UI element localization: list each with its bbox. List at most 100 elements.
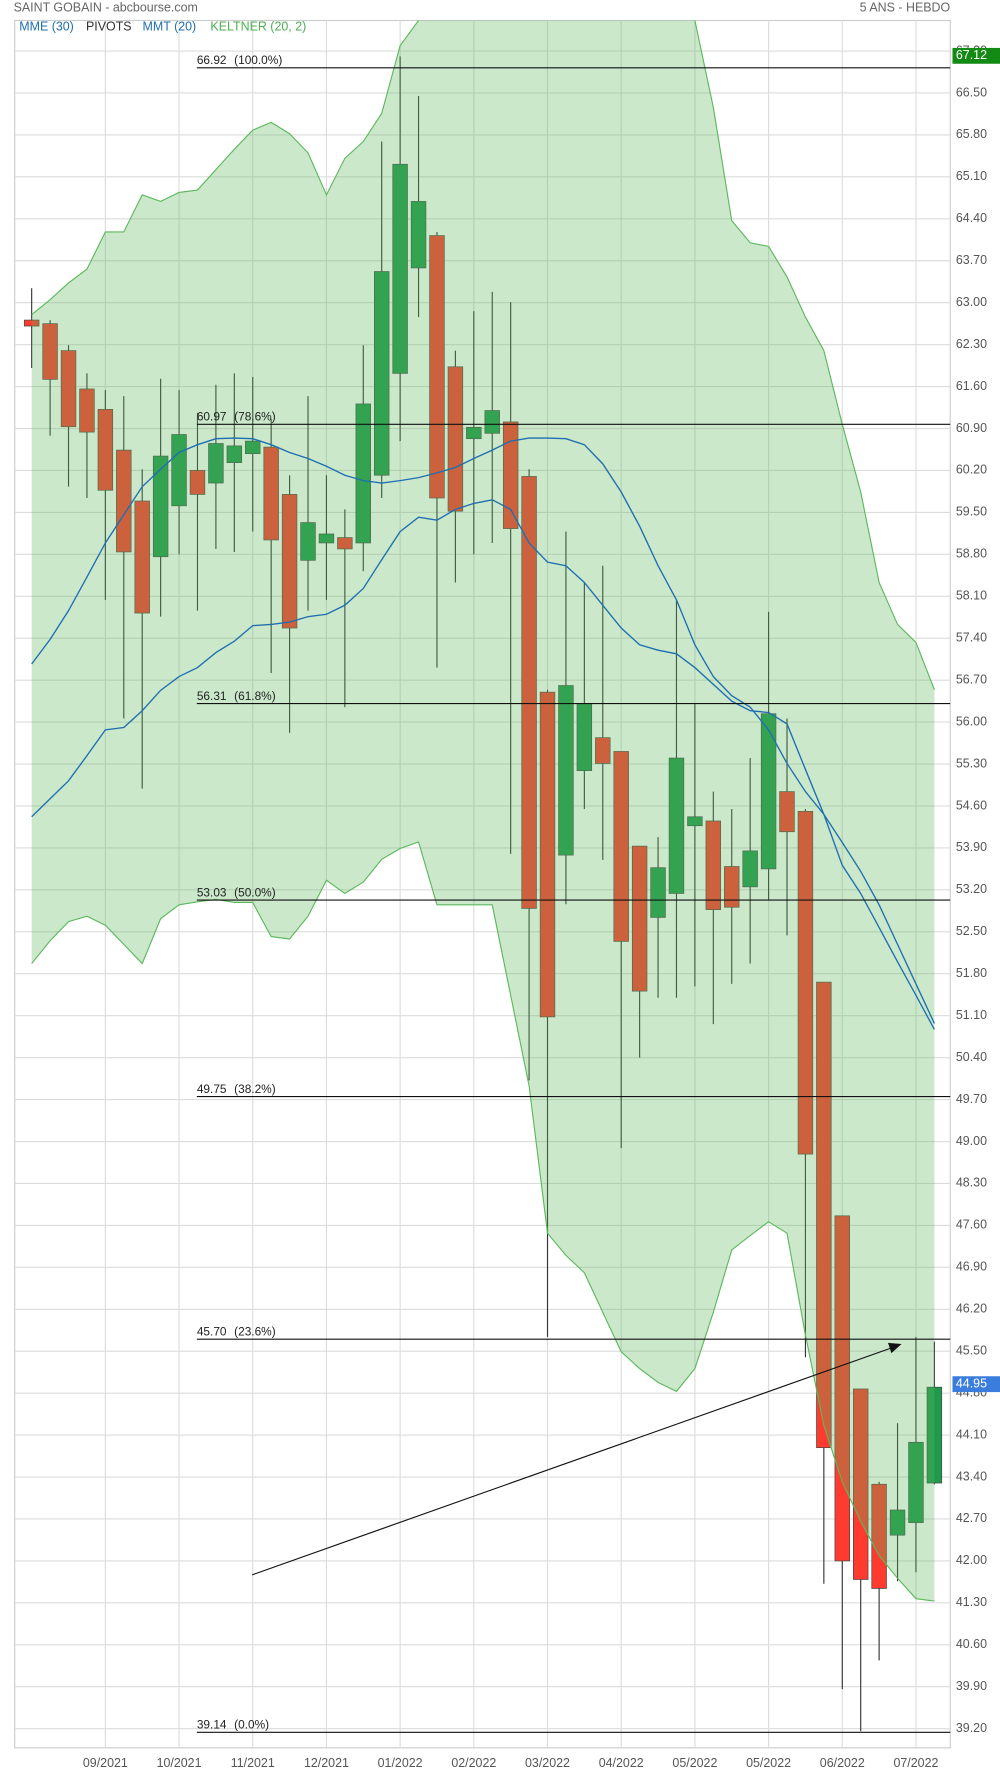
pivot-label: 66.92 <box>197 53 227 67</box>
y-tick-label: 46.20 <box>956 1302 987 1316</box>
candle-body <box>760 713 777 870</box>
pivot-label: 39.14 <box>197 1718 227 1732</box>
candle-body <box>466 426 482 440</box>
candle-body <box>687 816 703 827</box>
price-marker <box>952 1376 1000 1393</box>
y-tick-label: 58.10 <box>956 589 987 603</box>
candle-body <box>613 751 629 942</box>
legend-entry: MME (30) <box>19 20 74 34</box>
x-tick-label: 01/2022 <box>378 1756 423 1770</box>
y-tick-label: 58.80 <box>956 547 987 561</box>
x-tick-label: 05/2022 <box>746 1756 791 1770</box>
legend-entry: MMT (20) <box>143 20 197 34</box>
candle-body <box>521 476 537 909</box>
candles <box>23 56 943 1732</box>
candle-body <box>853 1388 869 1580</box>
candle-body <box>152 455 169 558</box>
x-tick-label: 11/2021 <box>231 1756 275 1770</box>
y-tick-label: 46.90 <box>956 1260 987 1274</box>
x-tick-label: 02/2022 <box>451 1756 496 1770</box>
y-tick-label: 39.20 <box>956 1721 987 1735</box>
candle-body <box>300 522 316 561</box>
candle-body <box>908 1441 924 1523</box>
candle-body <box>355 403 371 544</box>
candle-body <box>337 537 353 550</box>
y-tick-label: 47.60 <box>956 1218 987 1232</box>
candle-body <box>263 446 279 541</box>
candle-body <box>208 443 224 484</box>
overlays <box>31 437 936 1030</box>
pivot-label: 53.03 <box>197 885 227 899</box>
x-tick-label: 06/2022 <box>820 1756 865 1770</box>
candle-body <box>116 449 132 553</box>
candle-body <box>42 323 58 380</box>
x-tick-label: 03/2022 <box>525 1756 570 1770</box>
y-tick-label: 59.50 <box>956 505 987 519</box>
candle-body <box>245 440 261 455</box>
pivot-pct: (38.2%) <box>234 1082 276 1096</box>
candle-body <box>871 1483 887 1589</box>
y-tick-label: 39.90 <box>956 1679 987 1693</box>
y-tick-label: 42.70 <box>956 1511 987 1525</box>
y-tick-label: 61.60 <box>956 379 987 393</box>
candle-body <box>447 366 464 512</box>
candle-body <box>705 820 722 910</box>
candle-body <box>484 410 500 434</box>
y-tick-label: 40.60 <box>956 1637 987 1651</box>
chart-subtitle: 5 ANS - HEBDO <box>860 0 951 14</box>
candle-body <box>558 685 574 856</box>
pivot-label: 56.31 <box>197 689 227 703</box>
pivot-pct: (61.8%) <box>234 689 276 703</box>
candle-body <box>502 421 519 529</box>
price-marker-label: 44.95 <box>956 1376 987 1390</box>
x-tick-label: 12/2021 <box>304 1756 349 1770</box>
candle-body <box>60 350 77 428</box>
y-tick-label: 44.10 <box>956 1427 987 1441</box>
candle-body <box>97 408 114 491</box>
y-tick-label: 51.80 <box>956 966 987 980</box>
candle-body <box>79 388 95 433</box>
moving-average <box>31 437 936 1024</box>
candle-body <box>926 1386 943 1484</box>
pivot-pct: (23.6%) <box>234 1325 276 1339</box>
candle-body <box>834 1215 850 1562</box>
trend-arrow <box>252 1344 900 1576</box>
y-tick-label: 66.50 <box>956 85 987 99</box>
y-tick-label: 51.10 <box>956 1008 987 1022</box>
pivot-label: 45.70 <box>197 1325 227 1339</box>
y-tick-label: 55.30 <box>956 756 987 770</box>
y-tick-label: 57.40 <box>956 630 987 644</box>
candle-body <box>410 201 427 269</box>
y-tick-label: 49.00 <box>956 1134 987 1148</box>
y-tick-label: 65.80 <box>956 127 987 141</box>
y-tick-label: 64.40 <box>956 211 987 225</box>
keltner-line <box>31 841 935 1602</box>
y-tick-label: 53.90 <box>956 840 987 854</box>
candle-body <box>539 691 556 1018</box>
candle-body <box>779 791 795 833</box>
plot-area <box>14 19 951 1749</box>
legend-entry: PIVOTS <box>86 20 132 34</box>
chart-title: SAINT GOBAIN - abcbourse.com <box>14 0 198 14</box>
y-tick-label: 62.30 <box>956 337 987 351</box>
pivots: 66.92 (100.0%) 60.97 (78.6%) 56.31 (61.8%) 53.… <box>197 53 951 1733</box>
candle-body <box>23 319 40 327</box>
pivot-pct: (100.0%) <box>234 53 282 67</box>
candle-body <box>134 500 150 614</box>
arrow-head <box>888 1342 902 1354</box>
candle-body <box>318 533 335 544</box>
keltner-area <box>31 20 935 1602</box>
candle-body <box>724 866 740 908</box>
candle-body <box>189 470 206 495</box>
candle-body <box>889 1509 906 1536</box>
candle-body <box>631 845 648 992</box>
candle-body <box>668 757 685 894</box>
candle-body <box>595 737 611 764</box>
moving-average <box>31 499 935 1030</box>
y-tick-label: 52.50 <box>956 924 987 938</box>
y-tick-label: 60.90 <box>956 421 987 435</box>
y-tick-label: 60.20 <box>956 463 987 477</box>
candle-body <box>797 811 814 1155</box>
x-tick-label: 07/2022 <box>893 1756 938 1770</box>
